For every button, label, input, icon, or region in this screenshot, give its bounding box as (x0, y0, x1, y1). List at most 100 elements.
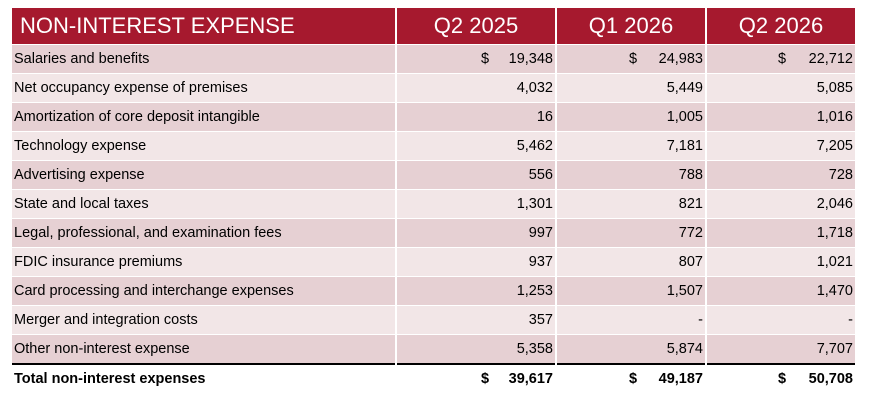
cell-value: 39,617 (508, 371, 553, 387)
cell-value: 556 (528, 167, 553, 183)
value-cell: 556 (396, 160, 557, 190)
row-label: Total non-interest expenses (12, 363, 397, 393)
table-row: Other non-interest expense 5,358 5,874 7,70… (12, 334, 855, 364)
cell-value: 1,470 (816, 283, 853, 299)
row-label: Net occupancy expense of premises (12, 73, 397, 103)
value-cell: 1,021 (706, 247, 855, 277)
value-cell: 7,707 (706, 334, 855, 364)
row-label: Technology expense (12, 131, 397, 161)
table-row: Salaries and benefits $19,348 $24,983 $22,7… (12, 44, 855, 74)
cell-value: 7,707 (816, 341, 853, 357)
table-row: Amortization of core deposit intangible 1… (12, 102, 855, 132)
cell-value: - (698, 312, 703, 328)
value-cell: $50,708 (706, 363, 855, 393)
cell-value: 1,253 (516, 283, 553, 299)
value-cell: 937 (396, 247, 557, 277)
column-header-q1-2026: Q1 2026 (556, 8, 707, 45)
cell-value: 1,507 (666, 283, 703, 299)
cell-value: 5,358 (516, 341, 553, 357)
row-label: State and local taxes (12, 189, 397, 219)
cell-value: - (848, 312, 853, 328)
value-cell: 772 (556, 218, 707, 248)
value-cell: 1,718 (706, 218, 855, 248)
table-title: NON-INTEREST EXPENSE (12, 8, 397, 45)
value-cell: 2,046 (706, 189, 855, 219)
cell-value: 16 (536, 109, 553, 125)
cell-value: 1,301 (516, 196, 553, 212)
cell-value: 22,712 (808, 51, 853, 67)
value-cell: 5,874 (556, 334, 707, 364)
column-header-q2-2026: Q2 2026 (706, 8, 855, 45)
row-label: Card processing and interchange expenses (12, 276, 397, 306)
currency-symbol: $ (778, 51, 787, 67)
value-cell: 7,205 (706, 131, 855, 161)
row-label: Other non-interest expense (12, 334, 397, 364)
value-cell: $19,348 (396, 44, 557, 74)
value-cell: - (706, 305, 855, 335)
currency-symbol: $ (629, 51, 638, 67)
cell-value: 4,032 (516, 80, 553, 96)
cell-value: 5,874 (666, 341, 703, 357)
non-interest-expense-table-container: NON-INTEREST EXPENSE Q2 2025 Q1 2026 Q2 … (12, 8, 855, 393)
value-cell: 7,181 (556, 131, 707, 161)
value-cell: 4,032 (396, 73, 557, 103)
cell-value: 1,021 (816, 254, 853, 270)
cell-value: 7,205 (816, 138, 853, 154)
value-cell: 821 (556, 189, 707, 219)
cell-value: 49,187 (658, 371, 703, 387)
value-cell: 1,470 (706, 276, 855, 306)
table-row: FDIC insurance premiums 937 807 1,021 (12, 247, 855, 277)
cell-value: 997 (528, 225, 553, 241)
row-label: FDIC insurance premiums (12, 247, 397, 277)
table-header-row: NON-INTEREST EXPENSE Q2 2025 Q1 2026 Q2 … (12, 8, 855, 45)
value-cell: $22,712 (706, 44, 855, 74)
cell-value: 788 (678, 167, 703, 183)
table-row: State and local taxes 1,301 821 2,046 (12, 189, 855, 219)
cell-value: 1,718 (816, 225, 853, 241)
value-cell: $49,187 (556, 363, 707, 393)
cell-value: 772 (678, 225, 703, 241)
table-body: Salaries and benefits $19,348 $24,983 $22,7… (12, 44, 855, 393)
table-row: Legal, professional, and examination fee… (12, 218, 855, 248)
cell-value: 937 (528, 254, 553, 270)
currency-symbol: $ (481, 371, 490, 387)
cell-value: 19,348 (508, 51, 553, 67)
cell-value: 1,016 (816, 109, 853, 125)
value-cell: 1,253 (396, 276, 557, 306)
value-cell: 5,358 (396, 334, 557, 364)
currency-symbol: $ (629, 371, 638, 387)
table-row: Technology expense 5,462 7,181 7,205 (12, 131, 855, 161)
cell-value: 5,462 (516, 138, 553, 154)
value-cell: 16 (396, 102, 557, 132)
cell-value: 1,005 (666, 109, 703, 125)
table-row: Net occupancy expense of premises 4,032 5,… (12, 73, 855, 103)
cell-value: 728 (828, 167, 853, 183)
value-cell: $24,983 (556, 44, 707, 74)
column-header-q2-2025: Q2 2025 (396, 8, 557, 45)
cell-value: 7,181 (666, 138, 703, 154)
table-row: Total non-interest expenses $39,617 $49,18… (12, 363, 855, 393)
table-row: Merger and integration costs 357 - - (12, 305, 855, 335)
cell-value: 807 (678, 254, 703, 270)
non-interest-expense-table: NON-INTEREST EXPENSE Q2 2025 Q1 2026 Q2 … (12, 8, 855, 393)
row-label: Advertising expense (12, 160, 397, 190)
cell-value: 5,449 (666, 80, 703, 96)
currency-symbol: $ (778, 371, 787, 387)
table-row: Advertising expense 556 788 728 (12, 160, 855, 190)
table-row: Card processing and interchange expenses… (12, 276, 855, 306)
currency-symbol: $ (481, 51, 490, 67)
cell-value: 2,046 (816, 196, 853, 212)
row-label: Merger and integration costs (12, 305, 397, 335)
value-cell: 1,507 (556, 276, 707, 306)
cell-value: 24,983 (658, 51, 703, 67)
cell-value: 357 (528, 312, 553, 328)
value-cell: 807 (556, 247, 707, 277)
value-cell: - (556, 305, 707, 335)
cell-value: 50,708 (808, 371, 853, 387)
value-cell: 788 (556, 160, 707, 190)
value-cell: 357 (396, 305, 557, 335)
value-cell: 1,005 (556, 102, 707, 132)
cell-value: 5,085 (816, 80, 853, 96)
value-cell: 728 (706, 160, 855, 190)
value-cell: $39,617 (396, 363, 557, 393)
